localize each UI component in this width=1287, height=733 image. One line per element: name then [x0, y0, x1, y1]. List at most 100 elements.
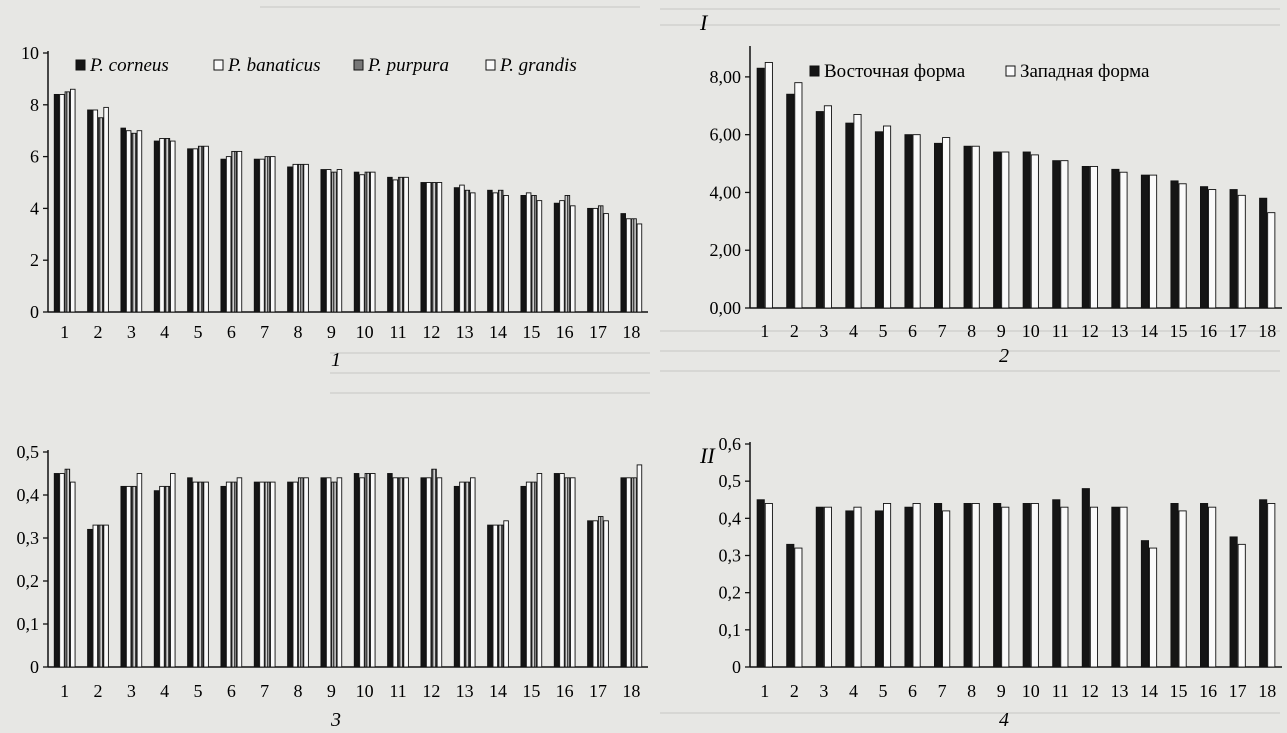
- bar-black-4: [153, 490, 160, 668]
- legend-swatch: [353, 59, 364, 71]
- bar-white-8: [303, 163, 309, 313]
- bar-white-8: [292, 163, 299, 313]
- bar-black-4: [845, 122, 854, 309]
- bar-white-15: [525, 481, 532, 668]
- bar-black-1: [53, 93, 60, 313]
- x-tick-label: 9: [997, 321, 1006, 341]
- bar-white-15: [536, 200, 543, 313]
- x-tick-label: 4: [849, 321, 858, 341]
- bar-black-3: [120, 127, 126, 313]
- bar-white-12: [436, 477, 443, 668]
- x-tick-label: 15: [1170, 321, 1188, 341]
- bar-black-2: [87, 528, 93, 668]
- bar-white-12: [425, 182, 432, 313]
- y-tick-label: 0: [30, 657, 39, 677]
- bar-black-16: [553, 202, 560, 313]
- x-tick-label: 18: [622, 681, 640, 701]
- y-tick-label: 0,4: [17, 485, 40, 505]
- x-tick-label: 13: [456, 322, 474, 342]
- bar-black-1: [756, 499, 765, 668]
- x-tick-label: 4: [160, 322, 169, 342]
- bar-hatch-12: [431, 182, 437, 313]
- x-tick-label: 18: [1258, 321, 1276, 341]
- bar-white-11: [1060, 160, 1069, 309]
- bar-hatch-6: [231, 481, 237, 668]
- bar-white-6: [225, 156, 232, 313]
- x-tick-label: 1: [60, 322, 69, 342]
- bar-white-2: [794, 547, 803, 668]
- y-tick-label: 0,5: [719, 471, 742, 491]
- bar-black-17: [587, 520, 593, 668]
- bar-black-12: [420, 477, 426, 668]
- bar-white-16: [1208, 506, 1217, 668]
- x-tick-label: 10: [356, 322, 374, 342]
- x-tick-label: 3: [819, 681, 828, 701]
- bar-hatch-2: [97, 524, 104, 668]
- x-tick-label: 1: [60, 681, 69, 701]
- bar-white-18: [636, 464, 643, 668]
- x-tick-label: 1: [760, 321, 769, 341]
- bar-black-16: [1200, 503, 1209, 668]
- bar-hatch-5: [197, 145, 204, 313]
- bar-white-1: [70, 481, 76, 668]
- legend-label: Восточная форма: [824, 61, 966, 82]
- x-tick-label: 6: [908, 321, 917, 341]
- x-tick-label: 12: [422, 681, 440, 701]
- bar-white-3: [125, 485, 132, 668]
- bar-white-16: [559, 200, 565, 313]
- x-tick-label: 15: [1170, 681, 1188, 701]
- bar-black-12: [1081, 165, 1090, 309]
- bar-black-9: [320, 477, 326, 668]
- bar-white-15: [1178, 510, 1187, 668]
- bar-black-13: [453, 485, 460, 668]
- bar-white-8: [971, 145, 980, 309]
- bar-white-17: [1237, 543, 1246, 668]
- x-tick-label: 4: [160, 681, 169, 701]
- x-tick-label: 17: [589, 322, 607, 342]
- bar-white-11: [392, 179, 399, 313]
- bar-black-10: [1022, 503, 1031, 668]
- bar-white-1: [764, 61, 773, 309]
- panel-3: 00,10,20,30,40,51 2 3 4 5 6 7 8 9 10 11 12 13 14 15 16 1…: [17, 442, 648, 731]
- x-tick-label: 12: [422, 322, 440, 342]
- bar-white-5: [203, 481, 209, 668]
- x-tick-label: 10: [356, 681, 374, 701]
- bar-hatch-15: [531, 481, 537, 668]
- x-tick-label: 3: [127, 681, 136, 701]
- bar-black-7: [253, 481, 260, 668]
- bar-white-9: [325, 477, 332, 668]
- x-tick-label: 9: [327, 681, 336, 701]
- bar-black-13: [1111, 168, 1120, 309]
- x-tick-label: 10: [1022, 321, 1040, 341]
- bar-white-4: [170, 473, 176, 668]
- bar-black-5: [874, 131, 883, 309]
- x-tick-label: 7: [938, 321, 947, 341]
- bar-hatch-15: [531, 194, 537, 313]
- bar-hatch-7: [264, 156, 271, 313]
- bar-black-1: [756, 67, 765, 309]
- bar-white-12: [1089, 165, 1098, 309]
- bar-hatch-4: [164, 138, 171, 313]
- bar-hatch-14: [497, 524, 504, 668]
- bar-hatch-16: [564, 477, 571, 668]
- bar-hatch-1: [64, 468, 71, 668]
- bar-white-5: [883, 503, 892, 668]
- bar-black-11: [1052, 499, 1061, 668]
- bar-black-15: [1170, 503, 1179, 668]
- x-tick-label: 11: [1052, 681, 1069, 701]
- bar-black-8: [287, 481, 293, 668]
- bar-hatch-8: [297, 477, 304, 668]
- bar-hatch-6: [231, 150, 237, 313]
- bar-white-9: [1001, 151, 1010, 309]
- bar-white-11: [392, 477, 399, 668]
- bar-black-9: [320, 169, 326, 313]
- bar-white-9: [325, 169, 332, 313]
- bar-hatch-4: [164, 485, 171, 668]
- x-tick-label: 6: [227, 681, 236, 701]
- bar-white-15: [1178, 183, 1187, 309]
- bar-white-3: [136, 130, 143, 313]
- x-tick-label: 5: [879, 321, 888, 341]
- bar-black-7: [934, 142, 943, 309]
- bar-black-4: [153, 140, 160, 313]
- bar-white-1: [59, 93, 65, 313]
